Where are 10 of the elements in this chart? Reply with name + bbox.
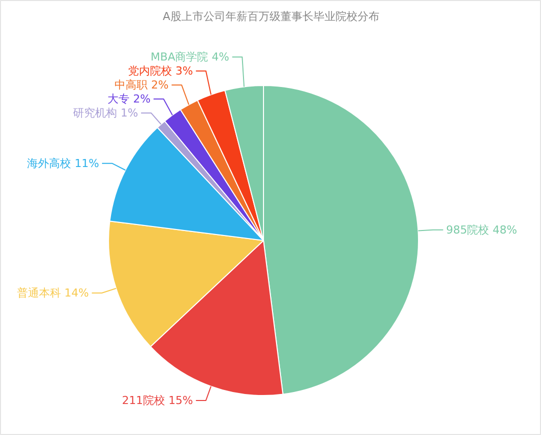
- slice-label: 中高职 2%: [114, 78, 169, 92]
- slice-label: 普通本科 14%: [16, 286, 89, 300]
- slice-label: 211院校 15%: [122, 394, 193, 407]
- slice-label: 研究机构 1%: [73, 106, 138, 120]
- slice-label: 985院校 48%: [446, 223, 518, 236]
- slice-label: 海外高校 11%: [27, 156, 100, 170]
- slice-label: 党内院校 3%: [128, 64, 193, 78]
- chart-title: A股上市公司年薪百万级董事长毕业院校分布: [162, 10, 380, 23]
- slice-label: MBA商学院 4%: [150, 50, 230, 64]
- slice-label: 大专 2%: [108, 92, 151, 106]
